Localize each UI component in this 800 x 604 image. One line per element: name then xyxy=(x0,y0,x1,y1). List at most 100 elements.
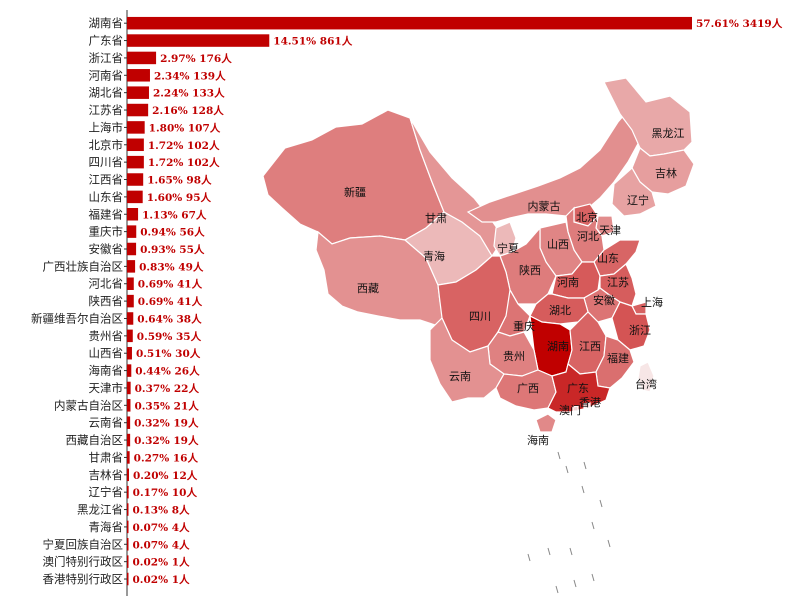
region-label: 湖南 xyxy=(547,340,569,353)
bar xyxy=(127,138,144,152)
y-tick-label: 山西省 xyxy=(89,346,124,360)
region-label: 福建 xyxy=(607,351,629,365)
bar-data-label: 1.13% 67人 xyxy=(142,208,207,221)
y-tick-label: 甘肃省 xyxy=(89,450,124,464)
bar-data-label: 1.72% 102人 xyxy=(148,139,220,152)
region-label: 宁夏 xyxy=(497,241,519,255)
bar-data-label: 0.07% 4人 xyxy=(133,538,191,551)
region-label: 广东 xyxy=(567,382,589,395)
bar-data-label: 1.80% 107人 xyxy=(149,121,221,134)
bar xyxy=(127,260,136,273)
bar xyxy=(127,312,134,325)
bar-data-label: 0.59% 35人 xyxy=(137,330,202,343)
region-广东 xyxy=(547,362,611,413)
y-tick-label: 贵州省 xyxy=(89,329,124,343)
y-tick-label: 辽宁省 xyxy=(89,485,124,499)
y-tick-label: 河北省 xyxy=(89,277,124,291)
y-tick-label: 内蒙古自治区 xyxy=(54,398,123,412)
bar-data-label: 0.37% 22人 xyxy=(135,382,200,395)
bar-data-label: 1.60% 95人 xyxy=(147,191,212,204)
y-tick-label: 黑龙江省 xyxy=(77,503,123,517)
bar-data-label: 0.13% 8人 xyxy=(133,504,191,517)
bar-data-label: 57.61% 3419人 xyxy=(696,17,783,30)
bar xyxy=(127,155,144,169)
boundary-dash xyxy=(591,521,595,530)
bar xyxy=(127,16,692,30)
boundary-dash xyxy=(591,573,595,582)
region-label: 江苏 xyxy=(607,276,629,289)
bar-data-label: 2.16% 128人 xyxy=(152,104,224,117)
region-海南 xyxy=(535,413,557,433)
bar-data-label: 0.94% 56人 xyxy=(140,226,205,239)
bar xyxy=(127,69,150,82)
bar xyxy=(127,242,137,256)
bar-data-label: 0.93% 55人 xyxy=(140,243,205,256)
boundary-dash xyxy=(599,499,603,508)
bar-data-label: 2.97% 176人 xyxy=(160,52,232,65)
region-label: 贵州 xyxy=(503,350,525,363)
bar xyxy=(127,225,137,238)
region-label: 北京 xyxy=(576,210,598,224)
boundary-dash xyxy=(555,585,559,594)
region-label: 青海 xyxy=(423,249,445,263)
bar-data-label: 0.32% 19人 xyxy=(134,434,199,447)
region-label: 安徽 xyxy=(593,293,615,307)
region-label: 山东 xyxy=(597,252,619,265)
bar xyxy=(127,364,132,377)
bar-data-label: 0.07% 4人 xyxy=(133,521,191,534)
region-label: 西藏 xyxy=(357,282,379,295)
region-label: 澳门 xyxy=(559,403,581,417)
y-tick-label: 浙江省 xyxy=(89,51,124,65)
region-label: 四川 xyxy=(469,310,491,323)
boundary-dash xyxy=(583,461,587,470)
bar xyxy=(127,416,131,429)
region-label: 台湾 xyxy=(635,377,657,391)
bar xyxy=(127,329,133,343)
bar xyxy=(127,86,149,99)
y-tick-label: 海南省 xyxy=(89,364,124,378)
bar xyxy=(127,451,130,464)
bar-data-label: 14.51% 861人 xyxy=(273,35,352,48)
region-label: 天津 xyxy=(599,224,621,237)
bar xyxy=(127,381,131,395)
y-tick-label: 新疆维吾尔自治区 xyxy=(31,311,123,325)
y-tick-label: 山东省 xyxy=(89,190,124,204)
boundary-dash xyxy=(569,547,573,556)
y-tick-label: 广东省 xyxy=(89,34,124,48)
y-tick-label: 江苏省 xyxy=(89,103,124,117)
bar xyxy=(127,538,129,551)
region-label: 陕西 xyxy=(519,263,541,277)
boundary-dash xyxy=(565,465,569,474)
region-label: 云南 xyxy=(449,370,471,383)
y-tick-label: 重庆市 xyxy=(89,225,124,239)
boundary-dash xyxy=(527,553,531,562)
bar-data-label: 0.27% 16人 xyxy=(134,451,199,464)
bar-data-label: 1.65% 98人 xyxy=(147,174,212,187)
region-label: 河北 xyxy=(577,230,599,243)
bar xyxy=(127,399,131,412)
y-tick-label: 宁夏回族自治区 xyxy=(43,537,124,551)
south-china-sea-islands xyxy=(527,451,611,594)
bar xyxy=(127,468,129,482)
bar-data-label: 0.83% 49人 xyxy=(139,260,204,273)
y-tick-label: 陕西省 xyxy=(89,294,124,308)
y-tick-label: 北京市 xyxy=(89,138,124,152)
boundary-dash xyxy=(557,451,561,460)
y-tick-label: 湖北省 xyxy=(89,86,124,100)
y-tick-label: 广西壮族自治区 xyxy=(43,259,124,273)
region-内蒙古 xyxy=(466,105,647,223)
y-tick-label: 安徽省 xyxy=(89,242,124,256)
y-tick-label: 天津市 xyxy=(89,381,124,395)
region-label: 浙江 xyxy=(629,324,651,337)
region-label: 广西 xyxy=(517,382,539,395)
region-辽宁 xyxy=(611,167,657,217)
boundary-dash xyxy=(573,579,577,588)
region-label: 上海 xyxy=(641,295,663,309)
y-tick-label: 湖南省 xyxy=(89,16,124,30)
bar xyxy=(127,121,145,134)
region-澳门 xyxy=(572,405,579,412)
bar-data-label: 0.17% 10人 xyxy=(133,486,198,499)
